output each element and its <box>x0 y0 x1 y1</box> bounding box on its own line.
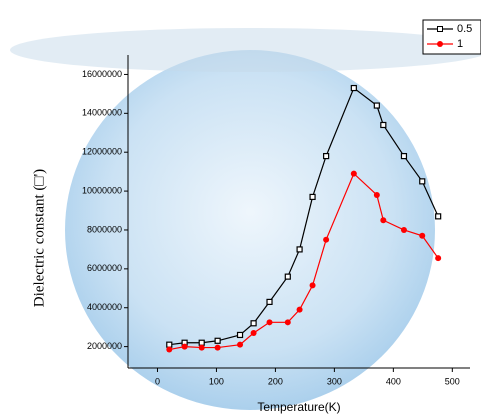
data-point <box>350 84 357 92</box>
data-point <box>266 319 273 326</box>
plot-area: 2000000400000060000008000000100000001200… <box>82 19 481 386</box>
data-point <box>296 246 303 253</box>
data-point <box>214 337 221 344</box>
x-tick-label: 400 <box>386 376 401 386</box>
data-point <box>198 339 205 346</box>
data-point <box>400 226 407 233</box>
data-point <box>266 298 273 306</box>
data-point <box>284 319 291 326</box>
y-tick-label: 4000000 <box>87 302 122 312</box>
data-point <box>309 193 316 201</box>
data-point <box>419 178 426 185</box>
background-band <box>10 28 481 72</box>
y-tick-label: 10000000 <box>82 185 122 195</box>
data-point <box>236 331 244 339</box>
data-point <box>380 217 387 224</box>
legend-marker <box>437 26 443 32</box>
x-tick-label: 100 <box>209 376 224 386</box>
y-tick-label: 2000000 <box>87 341 122 351</box>
x-tick-label: 0 <box>155 376 160 386</box>
legend-marker <box>437 41 443 47</box>
data-point <box>400 152 408 160</box>
x-axis-title: Temperature(K) <box>257 400 340 414</box>
data-point <box>166 341 173 348</box>
x-tick-label: 500 <box>445 376 460 386</box>
data-point <box>323 152 330 160</box>
y-tick-label: 16000000 <box>82 69 122 79</box>
data-point <box>419 232 426 239</box>
data-point <box>284 273 291 280</box>
data-point <box>380 121 387 129</box>
data-point <box>166 346 173 353</box>
data-point <box>309 282 316 289</box>
data-point <box>250 320 257 327</box>
data-point <box>181 343 188 350</box>
data-point <box>296 306 303 313</box>
legend-box <box>422 19 481 55</box>
y-tick-label: 12000000 <box>82 147 122 157</box>
background-globe <box>65 50 435 410</box>
data-point <box>435 213 442 220</box>
x-tick-label: 200 <box>268 376 283 386</box>
data-point <box>323 236 330 243</box>
data-point <box>250 330 257 337</box>
data-point <box>350 170 357 177</box>
legend-label: 1 <box>457 38 463 50</box>
y-tick-label: 14000000 <box>82 108 122 118</box>
y-axis-title: Dielectric constant (□') <box>31 169 47 307</box>
legend-label: 0.5 <box>457 23 472 35</box>
y-tick-label: 8000000 <box>87 224 122 234</box>
data-point <box>214 344 221 351</box>
y-tick-label: 6000000 <box>87 263 122 273</box>
data-point <box>237 341 244 348</box>
data-point <box>198 344 205 351</box>
x-tick-label: 300 <box>327 376 342 386</box>
data-point <box>373 102 380 109</box>
data-point <box>435 255 442 262</box>
data-point <box>373 191 380 198</box>
